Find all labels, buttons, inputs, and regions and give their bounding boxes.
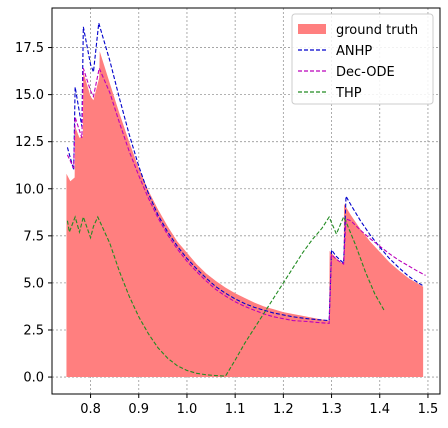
- legend: ground truth ANHP Dec-ODE THP: [291, 13, 434, 105]
- y-tick-label: 2.5: [23, 323, 44, 338]
- axis-ticks: 0.8 0.9 1.0 1.1 1.2 1.3 1.4 1.5 0.0 2.5 5.0 7.5 10.0…: [15, 41, 438, 417]
- legend-label-anhp: ANHP: [336, 44, 372, 59]
- y-tick-label: 0.0: [23, 371, 44, 386]
- y-tick-label: 12.5: [15, 135, 44, 150]
- x-tick-label: 1.0: [177, 402, 198, 417]
- series-line-dec-ode: [66, 66, 426, 324]
- legend-label-dec-ode: Dec-ODE: [336, 65, 395, 80]
- series-area-ground-truth: [66, 51, 424, 378]
- y-tick-label: 17.5: [15, 41, 44, 56]
- plot-series: [66, 22, 426, 378]
- x-tick-label: 1.2: [273, 402, 294, 417]
- series-line-anhp: [66, 22, 424, 322]
- x-tick-label: 1.3: [321, 402, 342, 417]
- y-tick-label: 5.0: [23, 276, 44, 291]
- series-line-thp: [66, 215, 386, 377]
- y-tick-label: 10.0: [15, 182, 44, 197]
- y-tick-label: 7.5: [23, 229, 44, 244]
- legend-label-ground-truth: ground truth: [336, 23, 418, 38]
- legend-label-thp: THP: [335, 86, 362, 101]
- x-tick-label: 1.4: [369, 402, 390, 417]
- x-tick-label: 0.9: [128, 402, 149, 417]
- y-tick-label: 15.0: [15, 88, 44, 103]
- x-tick-label: 0.8: [80, 402, 101, 417]
- plot-frame: [51, 7, 441, 395]
- x-tick-label: 1.5: [418, 402, 439, 417]
- legend-box: [291, 13, 434, 105]
- x-tick-label: 1.1: [225, 402, 246, 417]
- legend-swatch-ground-truth: [298, 24, 326, 34]
